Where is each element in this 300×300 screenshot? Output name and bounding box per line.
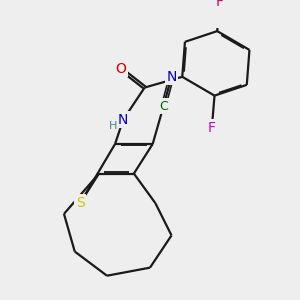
Text: S: S	[76, 196, 85, 210]
Text: H: H	[109, 121, 117, 131]
Text: N: N	[118, 113, 128, 127]
Text: C: C	[159, 100, 168, 113]
Text: F: F	[208, 121, 216, 135]
Text: F: F	[216, 0, 224, 8]
Text: N: N	[166, 70, 177, 84]
Text: O: O	[115, 62, 126, 76]
